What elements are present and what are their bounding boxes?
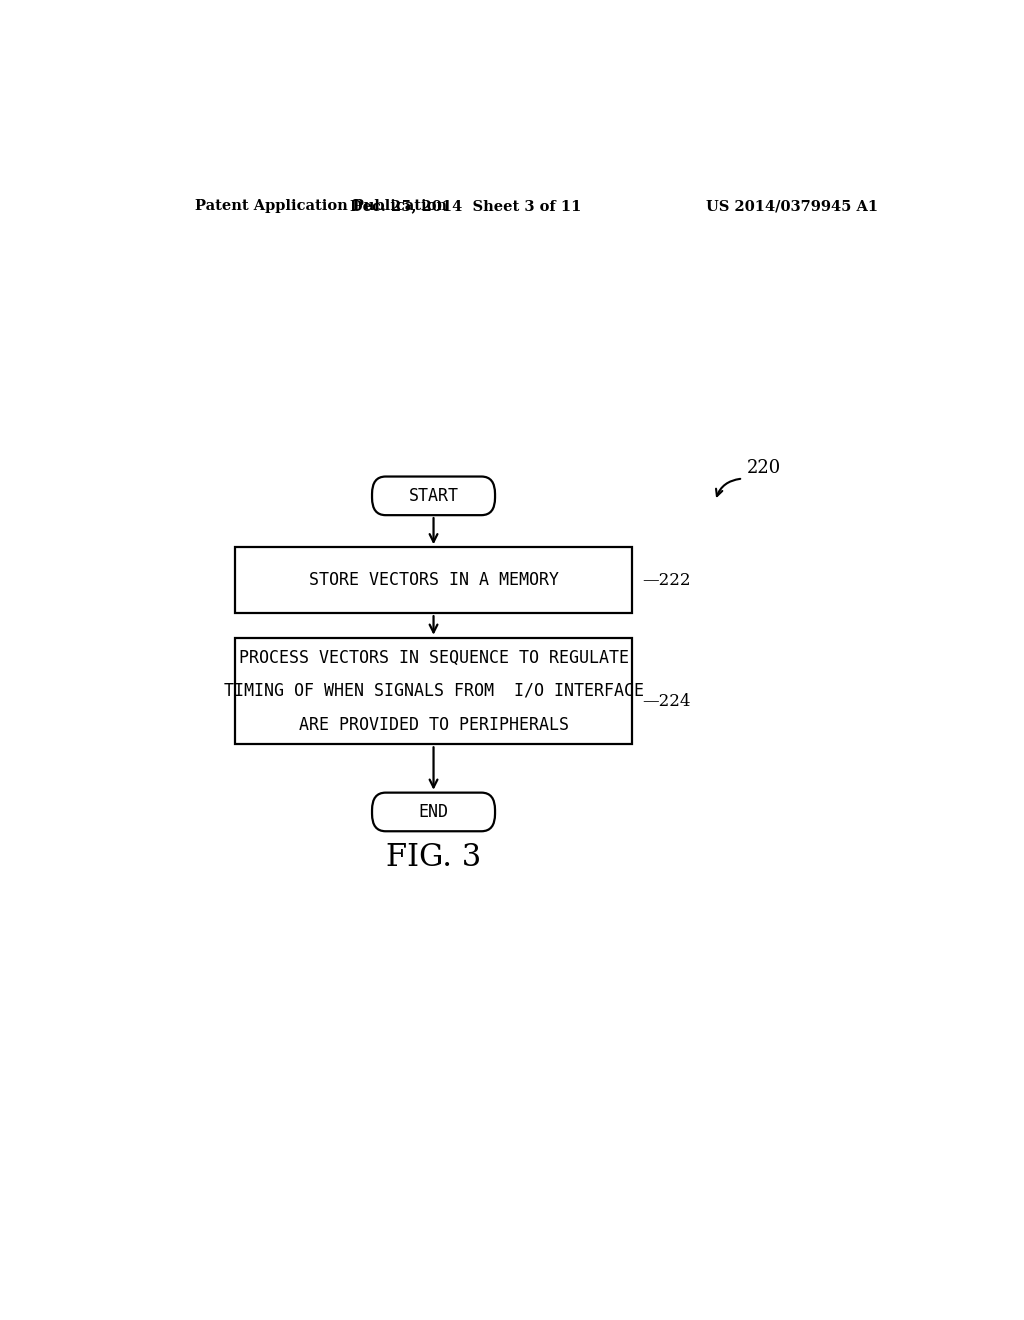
- Text: TIMING OF WHEN SIGNALS FROM  I/O INTERFACE: TIMING OF WHEN SIGNALS FROM I/O INTERFAC…: [223, 682, 643, 700]
- Text: 220: 220: [748, 459, 781, 478]
- Text: —224: —224: [642, 693, 691, 710]
- Text: Dec. 25, 2014  Sheet 3 of 11: Dec. 25, 2014 Sheet 3 of 11: [349, 199, 581, 213]
- Text: —222: —222: [642, 572, 691, 589]
- Text: ARE PROVIDED TO PERIPHERALS: ARE PROVIDED TO PERIPHERALS: [299, 715, 568, 734]
- Text: STORE VECTORS IN A MEMORY: STORE VECTORS IN A MEMORY: [308, 572, 558, 589]
- Bar: [236, 548, 632, 614]
- Bar: [236, 638, 632, 744]
- Text: US 2014/0379945 A1: US 2014/0379945 A1: [706, 199, 878, 213]
- Text: END: END: [419, 803, 449, 821]
- Text: Patent Application Publication: Patent Application Publication: [196, 199, 447, 213]
- Text: START: START: [409, 487, 459, 504]
- FancyBboxPatch shape: [372, 477, 495, 515]
- Text: PROCESS VECTORS IN SEQUENCE TO REGULATE: PROCESS VECTORS IN SEQUENCE TO REGULATE: [239, 648, 629, 667]
- FancyBboxPatch shape: [372, 792, 495, 832]
- Text: FIG. 3: FIG. 3: [386, 842, 481, 874]
